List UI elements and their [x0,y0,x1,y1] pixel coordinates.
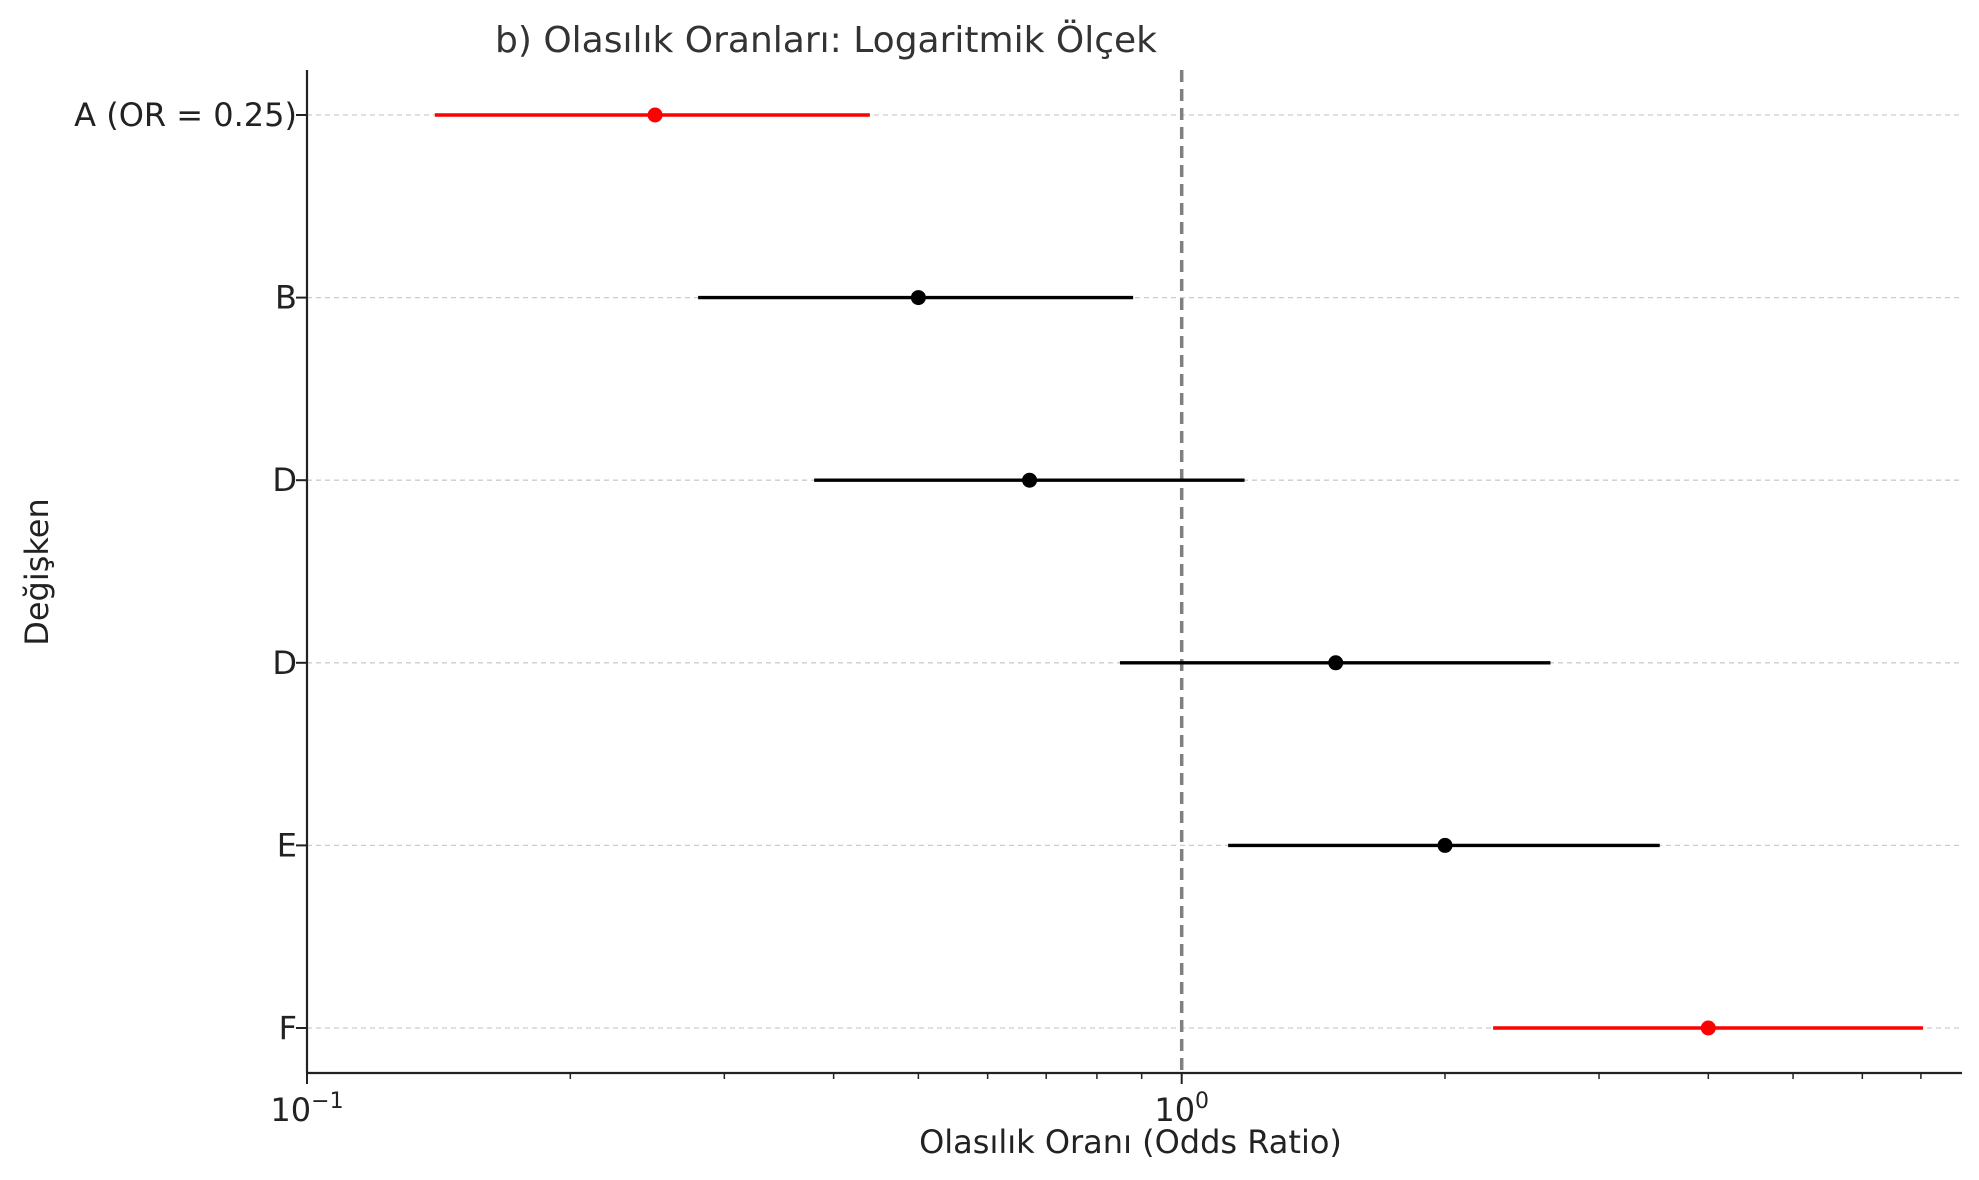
odds-ratio-point [1700,1020,1716,1036]
chart-title: b) Olasılık Oranları: Logaritmik Ölçek [495,19,1157,61]
odds-ratio-point [910,290,926,306]
odds-ratio-point [1328,655,1344,671]
y-tick-label: D [272,461,297,499]
y-tick-label: B [275,279,297,317]
x-tick-label: 10−1 [270,1089,343,1129]
y-tick-label: A (OR = 0.25) [74,96,297,134]
odds-ratio-point [1437,837,1453,853]
x-axis-label: Olasılık Oranı (Odds Ratio) [919,1123,1342,1161]
marks-layer [434,107,1924,1036]
y-tick-label: E [277,826,297,864]
axes-layer: 10−1 100 A (OR = 0.25) B D D E F [74,70,1962,1129]
y-axis-label: Değişken [18,498,56,646]
grid-layer [307,114,1962,1029]
odds-ratio-point [1022,472,1038,488]
x-tick-label: 100 [1154,1089,1209,1129]
odds-ratio-point [647,107,663,123]
y-tick-label: D [272,644,297,682]
y-tick-label: F [279,1009,297,1047]
labels-layer: b) Olasılık Oranları: Logaritmik Ölçek O… [18,19,1342,1161]
